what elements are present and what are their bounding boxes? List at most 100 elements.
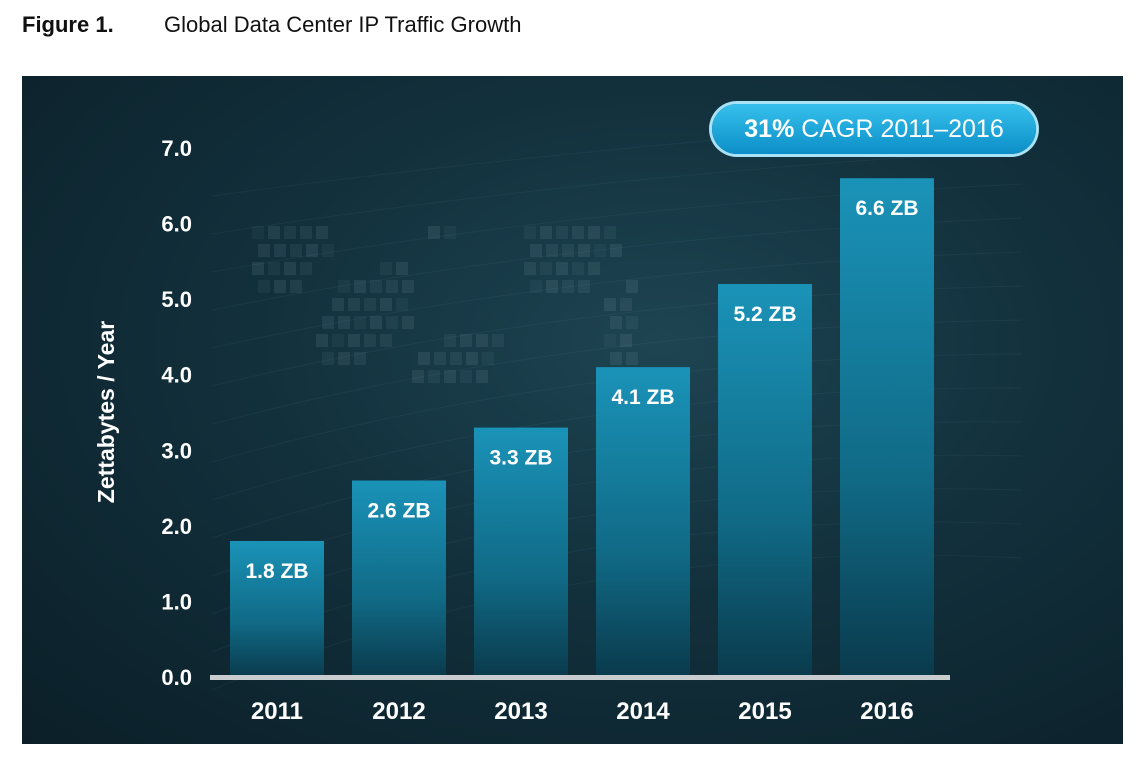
bar-2015: [718, 284, 812, 677]
decor-tile: [284, 262, 296, 275]
decor-tile: [354, 280, 366, 293]
y-axis-label: Zettabytes / Year: [93, 321, 119, 503]
decor-tile: [578, 244, 590, 257]
data-label-2012: 2.6 ZB: [367, 500, 430, 523]
decor-tile: [290, 280, 302, 293]
decor-tile: [434, 352, 446, 365]
decor-tile: [610, 352, 622, 365]
decor-tile: [252, 226, 264, 239]
decor-tile: [380, 298, 392, 311]
decor-tile: [460, 370, 472, 383]
decor-tile: [626, 316, 638, 329]
y-tick-label: 3.0: [161, 438, 192, 463]
decor-tile: [402, 280, 414, 293]
decor-tile: [562, 244, 574, 257]
cagr-percent: 31%: [744, 115, 795, 143]
decor-tile: [610, 244, 622, 257]
decor-tile: [284, 226, 296, 239]
y-tick-label: 2.0: [161, 514, 192, 539]
decor-tile: [620, 334, 632, 347]
data-label-2015: 5.2 ZB: [733, 303, 796, 326]
decor-tile: [556, 226, 568, 239]
decor-tile: [546, 244, 558, 257]
decor-tile: [588, 262, 600, 275]
y-tick-label: 0.0: [161, 665, 192, 690]
decor-tile: [594, 244, 606, 257]
decor-tile: [546, 280, 558, 293]
x-tick-label-2014: 2014: [616, 698, 670, 725]
decor-tile: [572, 226, 584, 239]
decor-tile: [626, 280, 638, 293]
bar-2012: [352, 480, 446, 677]
x-tick-label-2016: 2016: [860, 698, 913, 725]
decor-tile: [402, 316, 414, 329]
decor-tile: [626, 352, 638, 365]
decor-tile: [466, 352, 478, 365]
decor-tile: [444, 334, 456, 347]
decor-tile: [524, 226, 536, 239]
decor-arc: [211, 149, 1023, 235]
y-tick-label: 7.0: [161, 136, 192, 161]
decor-tile: [316, 226, 328, 239]
decor-tile: [386, 280, 398, 293]
decor-tile: [476, 334, 488, 347]
decor-tile: [540, 262, 552, 275]
decor-tile: [364, 298, 376, 311]
bar-chart: 0.0 1.0 2.0 3.0 4.0 5.0 6.0 7.0 2011 2012 2013 201…: [93, 115, 1023, 725]
bar-2014: [596, 367, 690, 677]
decor-tile: [524, 262, 536, 275]
cagr-badge: 31% CAGR 2011–2016: [712, 104, 1036, 154]
y-tick-label: 4.0: [161, 363, 192, 388]
x-tick-label-2012: 2012: [372, 698, 425, 725]
decor-tile: [428, 370, 440, 383]
decor-tile: [604, 298, 616, 311]
decor-tile: [444, 226, 456, 239]
decor-tile: [588, 226, 600, 239]
decor-tile: [562, 280, 574, 293]
bar-2011: [230, 540, 324, 677]
decor-tile: [348, 298, 360, 311]
decor-tile: [258, 244, 270, 257]
decor-tile: [380, 334, 392, 347]
decor-tile: [274, 280, 286, 293]
data-label-2011: 1.8 ZB: [245, 560, 308, 583]
decor-tile: [460, 334, 472, 347]
decor-tile: [332, 334, 344, 347]
y-tick-label: 6.0: [161, 212, 192, 237]
decor-tile: [540, 226, 552, 239]
cagr-text: CAGR 2011–2016: [801, 115, 1004, 143]
decor-tile: [482, 352, 494, 365]
decor-tile: [556, 262, 568, 275]
decor-tile: [268, 262, 280, 275]
bar-2013: [474, 427, 568, 677]
decor-tile: [316, 334, 328, 347]
decor-tile: [354, 352, 366, 365]
data-label-2013: 3.3 ZB: [489, 447, 552, 470]
decor-tile: [370, 280, 382, 293]
decor-tile: [396, 262, 408, 275]
decor-tile: [530, 280, 542, 293]
decor-tile: [268, 226, 280, 239]
decor-tile: [610, 316, 622, 329]
x-tick-label-2011: 2011: [251, 698, 303, 725]
decor-tile: [338, 316, 350, 329]
decor-tile: [306, 244, 318, 257]
bar-2016: [840, 178, 934, 677]
data-label-2014: 4.1 ZB: [611, 386, 674, 409]
decor-tile: [530, 244, 542, 257]
decor-tile: [338, 352, 350, 365]
decor-tile: [322, 316, 334, 329]
data-label-2016: 6.6 ZB: [855, 197, 918, 220]
decor-tile: [370, 316, 382, 329]
decor-tile: [364, 334, 376, 347]
decor-tile: [322, 352, 334, 365]
decor-tile: [386, 316, 398, 329]
decor-tile: [300, 262, 312, 275]
decor-tile: [258, 280, 270, 293]
decor-tile: [396, 298, 408, 311]
decor-tile: [412, 370, 424, 383]
decor-tile: [348, 334, 360, 347]
decor-tile: [428, 226, 440, 239]
x-tick-label-2015: 2015: [738, 698, 791, 725]
y-tick-label: 1.0: [161, 589, 192, 614]
